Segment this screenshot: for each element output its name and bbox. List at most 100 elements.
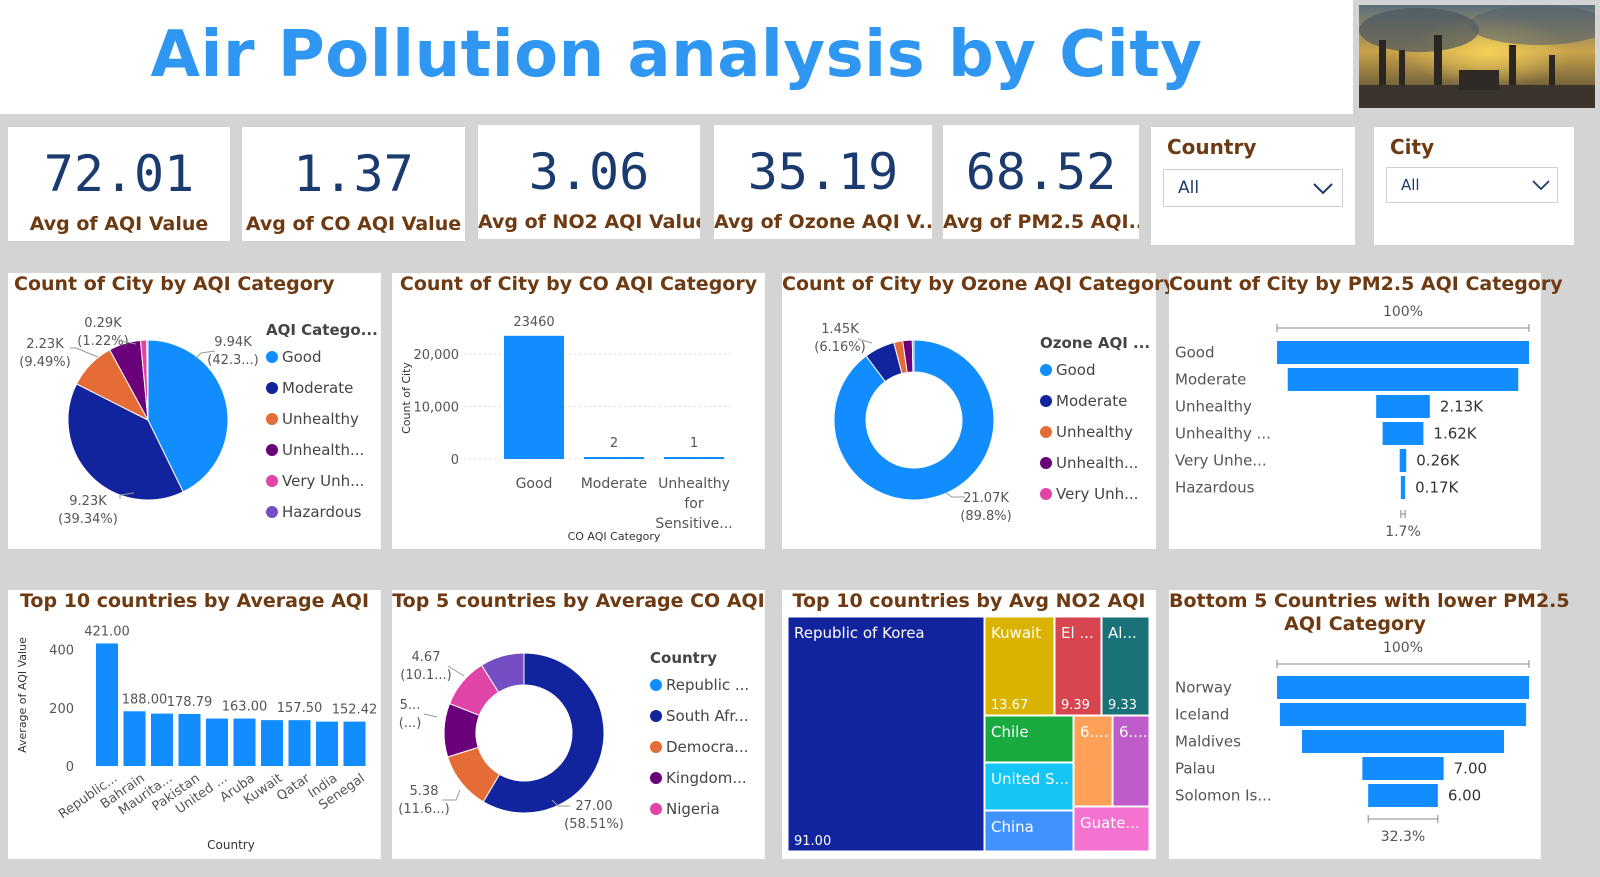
- legend-marker: [266, 475, 278, 487]
- bar: [261, 720, 283, 766]
- tile-label: El ...: [1061, 624, 1094, 642]
- pie-slice: [911, 339, 915, 373]
- bar: [343, 721, 366, 766]
- data-label: (89.8%): [960, 509, 1011, 524]
- legend-marker: [266, 382, 278, 394]
- x-axis-label: CO AQI Category: [568, 530, 661, 543]
- pm25-category-funnel-card: Count of City by PM2.5 AQI Category 100%…: [1169, 273, 1563, 549]
- legend-marker: [650, 710, 662, 722]
- data-label: 9.23K: [69, 494, 107, 509]
- legend-marker: [1040, 457, 1052, 469]
- top10-aqi-bar-chart: 0 200 400 Average of AQI Value Country 421.00…: [16, 624, 377, 852]
- category-label: Iceland: [1175, 706, 1229, 724]
- pm25-category-funnel-chart: 100% Good Moderate Unhealthy 2.13K Unhealthy …: [1175, 304, 1530, 540]
- bottom5-pm25-funnel-chart: 100% Norway Iceland Maldives Palau 7.00 Solomo…: [1175, 640, 1530, 845]
- legend-entry: Nigeria: [666, 800, 720, 818]
- x-tick-label: Good: [516, 476, 553, 492]
- tile-value: 9.39: [1061, 698, 1090, 713]
- legend-entry: Unhealth...: [1056, 454, 1138, 472]
- legend-marker: [650, 772, 662, 784]
- tile-label: China: [991, 818, 1034, 836]
- treemap-tile: [1101, 616, 1150, 716]
- kpi-value: 35.19: [747, 143, 899, 201]
- y-tick-label: 400: [49, 644, 74, 659]
- treemap-tile: [984, 715, 1074, 763]
- data-label: 9.94K: [214, 335, 252, 350]
- country-slicer-label: Country: [1167, 135, 1257, 159]
- legend-entry: Moderate: [282, 379, 353, 397]
- funnel-bottom-label: 32.3%: [1381, 829, 1425, 845]
- treemap-tile: [984, 762, 1074, 811]
- tile-label: 6....: [1119, 723, 1148, 741]
- leader-line: [120, 340, 137, 345]
- co-category-bar-card: Count of City by CO AQI Category 0 10,000…: [392, 273, 765, 549]
- bar: [96, 643, 118, 766]
- kpi-label: Avg of Ozone AQI V...: [714, 211, 932, 233]
- y-tick-label: 20,000: [414, 348, 460, 363]
- treemap-tile: [1073, 715, 1113, 807]
- bar: [664, 457, 724, 459]
- x-tick-label: Unhealthy: [658, 476, 730, 492]
- chart-title: Top 5 countries by Average CO AQI: [392, 590, 765, 612]
- funnel-top-label: 100%: [1383, 640, 1423, 656]
- legend-entry: Unhealthy: [1056, 423, 1133, 441]
- data-label: 188.00: [122, 692, 168, 707]
- tile-value: 9.33: [1108, 698, 1137, 713]
- legend-entry: Good: [282, 348, 322, 366]
- no2-treemap-chart: Republic of Korea 91.00 Kuwait 13.67 El ... 9…: [787, 616, 1150, 852]
- treemap-tile: [1112, 715, 1150, 807]
- chart-title-line2: AQI Category: [1284, 613, 1426, 635]
- tile-value: 13.67: [991, 698, 1028, 713]
- data-label: (6.16%): [814, 340, 865, 355]
- kpi-value: 68.52: [965, 143, 1117, 201]
- legend-marker: [1040, 488, 1052, 500]
- legend-marker: [650, 741, 662, 753]
- header-bar: Air Pollution analysis by City: [0, 0, 1353, 114]
- city-dropdown[interactable]: All: [1386, 167, 1558, 203]
- pie-slice: [833, 339, 995, 501]
- pie-slice: [480, 652, 525, 693]
- kpi-card-aqi: 72.01 Avg of AQI Value: [8, 127, 230, 241]
- y-tick-label: 200: [49, 702, 74, 717]
- category-label: Moderate: [1175, 371, 1246, 389]
- legend-title: AQI Catego...: [266, 321, 378, 339]
- ozone-category-donut-card: Count of City by Ozone AQI Category Ozon…: [782, 273, 1176, 549]
- top5-co-donut-card: Top 5 countries by Average CO AQI Countr…: [392, 590, 765, 859]
- data-label: 1.62K: [1433, 425, 1477, 443]
- x-axis-label: Country: [207, 838, 255, 852]
- kpi-card-co: 1.37 Avg of CO AQI Value: [242, 127, 465, 241]
- legend-marker: [266, 413, 278, 425]
- treemap-tile: [1054, 616, 1102, 716]
- category-label: Norway: [1175, 679, 1232, 697]
- funnel-bar: [1376, 395, 1430, 418]
- funnel-bar: [1400, 476, 1406, 499]
- legend-title: Country: [650, 649, 717, 667]
- treemap-tile: [1073, 806, 1150, 852]
- x-tick-label: Moderate: [581, 476, 648, 492]
- y-tick-label: 0: [66, 760, 74, 775]
- data-label: 5.38: [410, 784, 439, 799]
- data-label: 27.00: [575, 799, 612, 814]
- data-label: 0.26K: [1416, 452, 1460, 470]
- country-dropdown[interactable]: All: [1163, 169, 1343, 207]
- leader-line: [447, 665, 465, 677]
- legend-marker: [1040, 364, 1052, 376]
- bar: [288, 720, 311, 766]
- chevron-down-icon: [1313, 183, 1333, 195]
- chart-title: Count of City by AQI Category: [14, 273, 335, 295]
- kpi-label: Avg of NO2 AQI Value: [478, 211, 700, 233]
- country-slicer: Country All: [1151, 127, 1355, 245]
- city-slicer-label: City: [1390, 135, 1435, 159]
- funnel-bar: [1362, 757, 1444, 780]
- funnel-bottom-label: 1.7%: [1385, 524, 1421, 540]
- data-label: 2.23K: [26, 337, 64, 352]
- x-tick-label: for: [684, 496, 703, 512]
- kpi-label: Avg of CO AQI Value: [245, 213, 462, 235]
- funnel-bar: [1279, 703, 1527, 726]
- ozone-category-donut-chart: Ozone AQI ... Good Moderate Unhealthy Unheal…: [814, 322, 1150, 524]
- category-label: Unhealthy ...: [1175, 425, 1271, 443]
- leader-line: [194, 350, 216, 360]
- bar: [316, 721, 338, 766]
- tile-label: Guate...: [1080, 814, 1140, 832]
